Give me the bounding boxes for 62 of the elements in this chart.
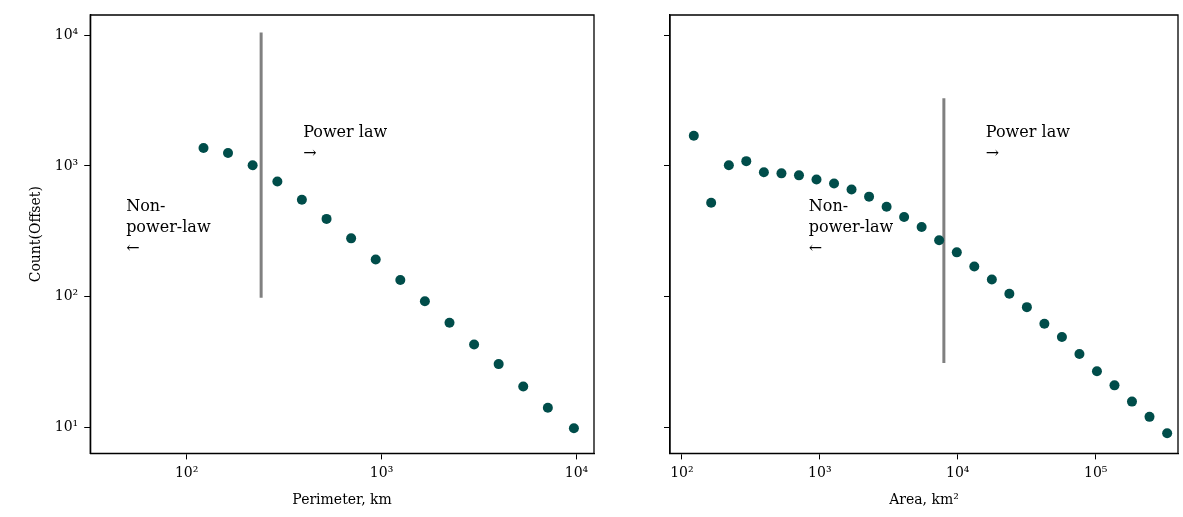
point <box>846 184 857 195</box>
annotation: Non- power-law ← <box>808 196 894 258</box>
point <box>568 423 579 434</box>
annotation: Power law → <box>303 121 388 162</box>
point <box>518 381 529 392</box>
point <box>1074 349 1085 360</box>
point <box>969 261 980 272</box>
point <box>811 174 822 185</box>
point <box>916 221 927 232</box>
point <box>881 201 892 212</box>
x-tick-label: 10³ <box>369 464 394 481</box>
point <box>986 274 997 285</box>
point <box>247 160 258 171</box>
x-tick-label: 10⁴ <box>946 464 970 481</box>
point <box>1056 332 1067 343</box>
point <box>1144 411 1155 422</box>
point <box>198 142 209 153</box>
point <box>688 130 699 141</box>
point <box>370 254 381 265</box>
point <box>1109 380 1120 391</box>
x-axis-title: Area, km² <box>888 491 959 508</box>
point <box>1021 302 1032 313</box>
point <box>758 167 769 178</box>
point <box>1162 428 1173 439</box>
point <box>346 233 357 244</box>
point <box>493 359 504 370</box>
point <box>899 211 910 222</box>
point <box>395 274 406 285</box>
x-tick-label: 10⁴ <box>564 464 589 481</box>
point <box>321 213 332 224</box>
point <box>723 160 734 171</box>
point <box>542 402 553 413</box>
point <box>1126 396 1137 407</box>
x-axis-title: Perimeter, km <box>292 491 392 508</box>
y-tick-label: 10¹ <box>54 417 79 434</box>
x-tick-label: 10² <box>670 464 694 481</box>
y-tick-label: 10² <box>54 287 79 304</box>
point <box>419 296 430 307</box>
point <box>1091 366 1102 377</box>
annotation: Power law → <box>985 121 1071 162</box>
point <box>951 247 962 258</box>
y-tick-label: 10⁴ <box>54 25 79 42</box>
point <box>1004 288 1015 299</box>
point <box>706 197 717 208</box>
annotation: Non- power-law ← <box>126 196 211 258</box>
point <box>793 170 804 181</box>
point <box>934 235 945 246</box>
y-axis-title: Count(Offset) <box>27 186 44 283</box>
x-tick-label: 10³ <box>808 464 832 481</box>
y-tick-label: 10³ <box>54 156 79 173</box>
point <box>272 176 283 187</box>
x-tick-label: 10² <box>174 464 199 481</box>
point <box>444 317 455 328</box>
point <box>1039 318 1050 329</box>
point <box>864 191 875 202</box>
point <box>223 147 234 158</box>
point <box>469 339 480 350</box>
x-tick-label: 10⁵ <box>1083 464 1108 481</box>
point <box>829 178 840 189</box>
point <box>776 168 787 179</box>
point <box>741 156 752 167</box>
point <box>296 194 307 205</box>
